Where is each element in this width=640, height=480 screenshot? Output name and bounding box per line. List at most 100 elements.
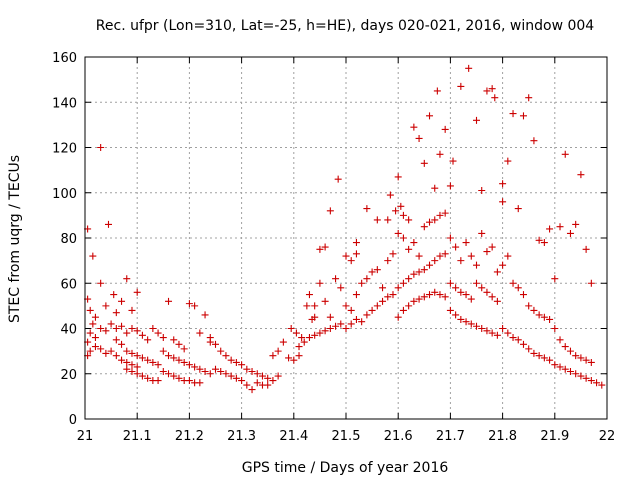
data-point bbox=[91, 343, 99, 351]
data-point bbox=[97, 325, 105, 332]
data-point bbox=[436, 150, 444, 158]
data-point bbox=[128, 306, 136, 314]
data-point bbox=[285, 354, 293, 362]
data-point bbox=[556, 336, 564, 344]
data-point bbox=[593, 379, 601, 387]
data-point bbox=[292, 329, 300, 337]
data-point bbox=[337, 284, 345, 292]
data-point bbox=[175, 340, 183, 348]
data-point bbox=[551, 325, 559, 332]
data-point bbox=[483, 327, 491, 335]
data-point bbox=[561, 365, 569, 373]
data-point bbox=[358, 318, 366, 326]
data-point bbox=[431, 184, 439, 192]
data-point bbox=[107, 347, 115, 355]
data-point bbox=[452, 284, 460, 292]
data-point bbox=[222, 370, 230, 378]
data-point bbox=[420, 159, 428, 167]
data-point bbox=[379, 284, 387, 292]
data-point bbox=[446, 182, 454, 190]
data-point bbox=[175, 374, 183, 382]
data-point bbox=[493, 297, 501, 305]
data-point bbox=[102, 327, 110, 335]
data-point bbox=[191, 363, 199, 371]
data-point bbox=[358, 279, 366, 287]
data-point bbox=[465, 64, 473, 72]
data-point bbox=[394, 284, 402, 292]
data-point bbox=[415, 268, 423, 276]
data-point bbox=[238, 377, 246, 385]
data-point bbox=[290, 356, 298, 364]
data-point bbox=[405, 302, 413, 310]
data-point bbox=[287, 325, 295, 332]
data-point bbox=[415, 134, 423, 142]
data-point bbox=[165, 352, 173, 360]
data-point bbox=[499, 325, 507, 332]
data-point bbox=[104, 220, 112, 228]
y-axis-label: STEC from uqrg / TECUs bbox=[7, 155, 23, 323]
data-point bbox=[363, 205, 371, 213]
data-point bbox=[556, 363, 564, 371]
data-point bbox=[112, 325, 120, 332]
data-point bbox=[212, 365, 219, 373]
data-point bbox=[180, 358, 188, 366]
data-point bbox=[473, 279, 480, 287]
data-point bbox=[133, 370, 141, 378]
data-point bbox=[144, 356, 152, 364]
data-point bbox=[123, 347, 131, 355]
data-point bbox=[392, 207, 400, 215]
data-point bbox=[128, 325, 136, 332]
data-point bbox=[149, 325, 157, 332]
data-point bbox=[352, 250, 360, 258]
data-point bbox=[525, 345, 533, 353]
data-point bbox=[384, 216, 392, 224]
data-point bbox=[97, 345, 105, 353]
data-point bbox=[191, 302, 199, 310]
data-point bbox=[410, 297, 418, 305]
data-point bbox=[86, 329, 94, 337]
data-point bbox=[478, 284, 486, 292]
data-point bbox=[326, 207, 334, 215]
y-tick-label: 120 bbox=[52, 142, 77, 157]
data-point bbox=[452, 311, 460, 319]
data-point bbox=[89, 252, 97, 260]
data-point bbox=[154, 361, 162, 369]
data-point bbox=[384, 293, 392, 301]
data-point bbox=[493, 268, 501, 276]
data-point bbox=[441, 250, 449, 258]
data-point bbox=[394, 229, 402, 237]
data-point bbox=[519, 112, 527, 120]
data-point bbox=[342, 325, 350, 332]
data-point bbox=[441, 209, 449, 217]
data-point bbox=[488, 243, 496, 251]
data-point bbox=[118, 322, 126, 330]
data-point bbox=[519, 340, 527, 348]
x-tick-label: 22 bbox=[599, 429, 616, 444]
data-point bbox=[566, 367, 574, 375]
data-point bbox=[582, 356, 590, 364]
data-point bbox=[373, 266, 381, 274]
x-tick-label: 21.1 bbox=[123, 429, 152, 444]
data-point bbox=[248, 386, 256, 394]
data-point bbox=[253, 370, 261, 378]
data-point bbox=[154, 329, 162, 337]
y-tick-label: 60 bbox=[60, 277, 77, 292]
data-point bbox=[462, 239, 470, 247]
data-point bbox=[420, 293, 428, 301]
data-point bbox=[525, 302, 533, 310]
data-point bbox=[540, 313, 548, 321]
data-point bbox=[389, 250, 397, 258]
data-point bbox=[363, 311, 371, 319]
chart-title: Rec. ufpr (Lon=310, Lat=-25, h=HE), days… bbox=[96, 18, 595, 34]
data-point bbox=[217, 347, 225, 355]
data-point bbox=[138, 331, 146, 339]
data-point bbox=[311, 331, 319, 339]
data-point bbox=[587, 377, 595, 385]
data-point bbox=[175, 356, 183, 364]
data-point bbox=[86, 347, 94, 355]
data-point bbox=[253, 379, 261, 387]
data-point bbox=[138, 354, 146, 362]
data-point bbox=[107, 320, 115, 328]
data-point bbox=[321, 297, 329, 305]
